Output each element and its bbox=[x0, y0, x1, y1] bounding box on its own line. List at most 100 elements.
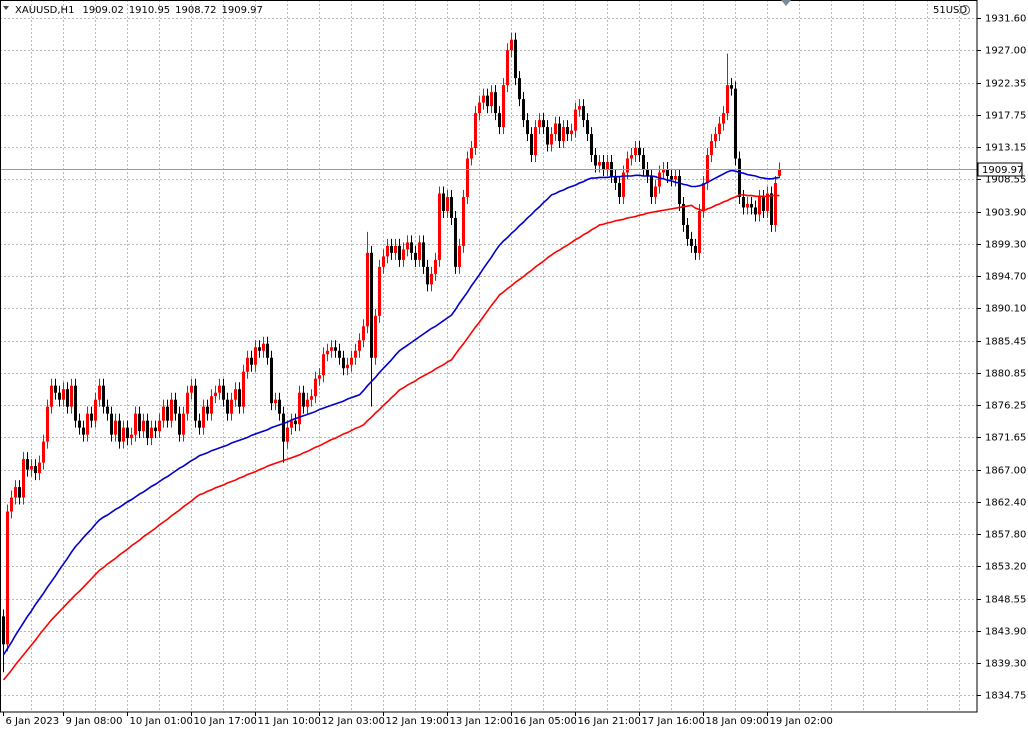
close-value: 1909.97 bbox=[222, 5, 263, 16]
candle-body bbox=[410, 242, 413, 253]
candle-body bbox=[306, 399, 309, 407]
candle-body bbox=[422, 242, 425, 267]
candle-body bbox=[322, 354, 325, 376]
y-tick-label: 1843.90 bbox=[985, 627, 1026, 638]
candle-body bbox=[58, 392, 61, 400]
candle-body bbox=[590, 134, 593, 156]
x-tick-label: 18 Jan 09:00 bbox=[706, 716, 769, 727]
x-tick-label: 16 Jan 21:00 bbox=[578, 716, 641, 727]
candle-body bbox=[642, 155, 645, 170]
candle-body bbox=[226, 399, 229, 414]
x-tick-label: 9 Jan 08:00 bbox=[66, 716, 123, 727]
candle-body bbox=[778, 169, 781, 176]
moving-average-line bbox=[2, 194, 780, 681]
candle-body bbox=[138, 413, 141, 432]
badge-icon[interactable] bbox=[960, 5, 970, 15]
candle-body bbox=[178, 413, 181, 435]
candle-body bbox=[378, 266, 381, 316]
candle-body bbox=[638, 148, 641, 156]
candle-body bbox=[746, 203, 749, 208]
y-tick-label: 1903.90 bbox=[985, 208, 1026, 219]
candle-body bbox=[582, 106, 585, 121]
candle-body bbox=[438, 193, 441, 260]
candle-body bbox=[502, 85, 505, 128]
candle-body bbox=[518, 78, 521, 100]
candle-body bbox=[274, 399, 277, 404]
candle-body bbox=[394, 245, 397, 253]
y-tick-label: 1857.80 bbox=[985, 530, 1026, 541]
grid bbox=[0, 0, 977, 712]
candle-body bbox=[406, 242, 409, 250]
candle-body bbox=[242, 371, 245, 407]
candle-body bbox=[462, 196, 465, 246]
candle-body bbox=[98, 385, 101, 400]
candle-body bbox=[278, 399, 281, 414]
candle-body bbox=[86, 413, 89, 435]
candle-body bbox=[418, 242, 421, 260]
x-tick-label: 13 Jan 12:00 bbox=[450, 716, 513, 727]
candle-body bbox=[310, 396, 313, 400]
candle-body bbox=[382, 256, 385, 267]
x-tick-label: 17 Jan 16:00 bbox=[642, 716, 705, 727]
candle-body bbox=[142, 420, 145, 432]
x-tick-label: 12 Jan 03:00 bbox=[322, 716, 385, 727]
x-tick-label: 19 Jan 02:00 bbox=[770, 716, 833, 727]
candle-body bbox=[146, 420, 149, 439]
candle-body bbox=[514, 39, 517, 79]
symbol-menu-icon[interactable] bbox=[3, 6, 9, 10]
candle-body bbox=[334, 347, 337, 351]
candle-body bbox=[258, 347, 261, 351]
last-price-label: 1909.97 bbox=[982, 165, 1023, 176]
last-price-box bbox=[977, 162, 1023, 177]
candle-body bbox=[442, 193, 445, 211]
candle-body bbox=[666, 169, 669, 177]
candle-body bbox=[166, 406, 169, 421]
candle-body bbox=[346, 364, 349, 369]
candle-body bbox=[558, 123, 561, 142]
candle-body bbox=[646, 169, 649, 177]
candle-body bbox=[726, 85, 729, 114]
candle-body bbox=[202, 406, 205, 428]
candle-body bbox=[358, 340, 361, 351]
candle-body bbox=[722, 113, 725, 124]
candle-body bbox=[22, 459, 25, 498]
candle-body bbox=[754, 207, 757, 215]
x-tick-label: 12 Jan 19:00 bbox=[386, 716, 449, 727]
candle-body bbox=[542, 120, 545, 128]
candle-body bbox=[598, 162, 601, 166]
candle-body bbox=[750, 203, 753, 208]
y-tick-label: 1890.10 bbox=[985, 304, 1026, 315]
candle-body bbox=[662, 169, 665, 173]
candle-body bbox=[766, 193, 769, 211]
candle-body bbox=[2, 616, 5, 645]
plot-area bbox=[0, 32, 977, 681]
candle-body bbox=[402, 249, 405, 260]
candle-body bbox=[50, 385, 53, 407]
candle-body bbox=[546, 127, 549, 145]
candle-body bbox=[326, 350, 329, 355]
candle-body bbox=[18, 487, 21, 498]
candle-body bbox=[678, 176, 681, 204]
candle-body bbox=[710, 141, 713, 156]
candle-body bbox=[670, 176, 673, 180]
x-tick-label: 10 Jan 01:00 bbox=[130, 716, 193, 727]
y-tick-label: 1922.35 bbox=[985, 79, 1026, 90]
y-tick-label: 1927.00 bbox=[985, 46, 1026, 57]
candle-body bbox=[238, 389, 241, 407]
candle-body bbox=[170, 399, 173, 421]
candle-body bbox=[730, 85, 733, 89]
candle-body bbox=[370, 252, 373, 358]
candle-body bbox=[182, 413, 185, 435]
y-tick-label: 1848.55 bbox=[985, 595, 1026, 606]
candle-body bbox=[498, 113, 501, 128]
candle-body bbox=[434, 259, 437, 274]
candle-body bbox=[570, 130, 573, 135]
candle-body bbox=[246, 357, 249, 372]
high-value: 1910.95 bbox=[129, 5, 170, 16]
candle-body bbox=[742, 196, 745, 208]
open-value: 1909.02 bbox=[82, 5, 123, 16]
candle-body bbox=[186, 392, 189, 414]
candle-body bbox=[10, 497, 13, 512]
chart-shift-marker[interactable] bbox=[781, 0, 791, 6]
